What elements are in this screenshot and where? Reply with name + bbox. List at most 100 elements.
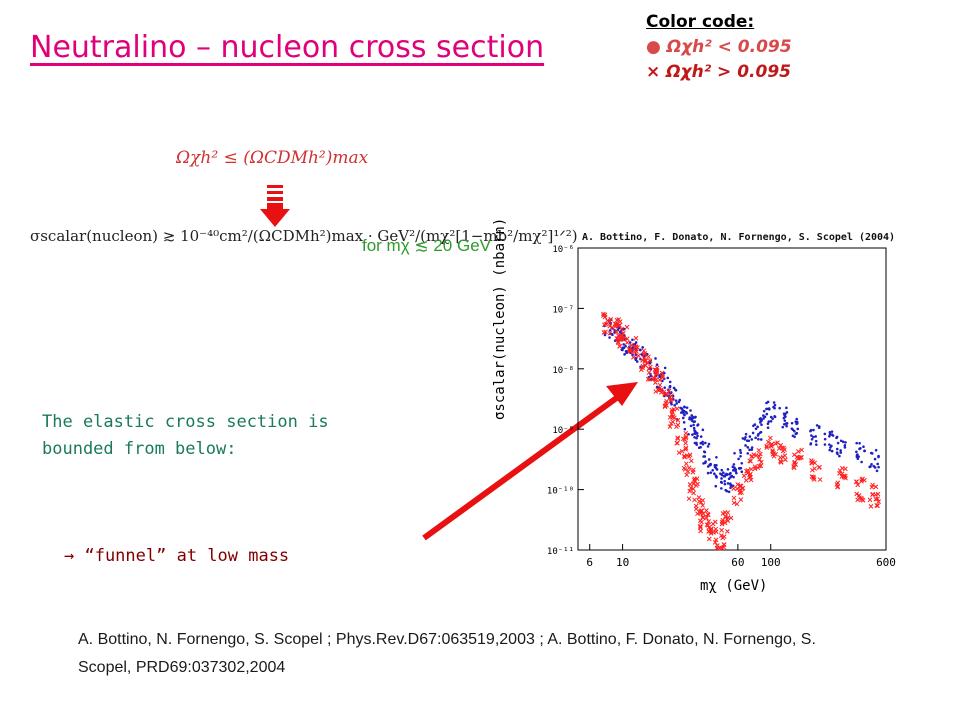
data-point-cross: [859, 478, 864, 484]
data-point-dot: [835, 435, 839, 439]
data-point-cross: [792, 459, 797, 465]
data-point-dot: [751, 431, 755, 435]
data-point-dot: [680, 407, 684, 410]
red-pointer-arrow: [422, 382, 638, 541]
data-point-cross: [810, 459, 816, 465]
data-point-cross: [640, 358, 645, 363]
data-point-dot: [772, 401, 776, 404]
data-point-dot: [841, 440, 845, 444]
data-point-cross: [698, 528, 703, 534]
data-point-dot: [655, 363, 659, 366]
data-point-dot: [855, 450, 858, 454]
data-point-cross: [692, 477, 697, 483]
data-point-dot: [730, 474, 734, 478]
data-point-cross: [855, 482, 861, 488]
data-point-dot: [693, 432, 696, 435]
data-point-cross: [744, 468, 749, 474]
data-point-dot: [662, 371, 666, 375]
data-point-dot: [682, 421, 686, 424]
data-point-dot: [858, 441, 861, 445]
data-point-dot: [727, 490, 731, 494]
data-point-dot: [809, 429, 812, 433]
data-point-dot: [839, 439, 843, 443]
data-point-cross: [642, 351, 648, 356]
data-point-dot: [739, 454, 742, 458]
data-point-dot: [723, 474, 727, 478]
data-point-dot: [828, 434, 831, 438]
data-point-dot: [759, 417, 763, 421]
data-point-dot: [681, 416, 685, 420]
data-point-cross: [636, 353, 641, 359]
data-point-dot: [769, 415, 773, 419]
data-point-dot: [713, 472, 716, 476]
data-point-dot: [695, 436, 698, 440]
data-point-dot: [631, 338, 634, 342]
data-point-cross: [791, 465, 797, 471]
data-point-dot: [766, 426, 770, 430]
data-point-dot: [689, 409, 692, 412]
data-point-cross: [683, 440, 688, 446]
data-point-cross: [764, 445, 770, 450]
data-point-cross: [756, 447, 762, 453]
data-point-dot: [875, 469, 879, 473]
data-point-cross: [740, 485, 746, 491]
data-point-dot: [732, 463, 736, 466]
data-point-dot: [876, 462, 879, 466]
data-point-cross: [653, 389, 659, 394]
data-point-cross: [667, 395, 673, 400]
data-point-cross: [627, 348, 632, 353]
data-point-dot: [814, 435, 817, 438]
data-point-dot: [720, 487, 723, 490]
data-point-cross: [676, 450, 682, 456]
data-point-dot: [663, 386, 667, 389]
data-point-dot: [836, 452, 839, 456]
data-point-cross: [666, 388, 672, 394]
data-point-dot: [870, 462, 873, 466]
data-point-cross: [631, 354, 636, 360]
data-point-dot: [836, 441, 840, 445]
data-point-cross: [653, 377, 659, 382]
data-point-dot: [823, 443, 827, 446]
y-tick-label: 10⁻⁹: [552, 426, 574, 436]
data-point-cross: [646, 370, 652, 375]
funnel-text: → “funnel” at low mass: [64, 546, 290, 566]
data-point-dot: [640, 353, 643, 356]
legend-title: Color code:: [646, 12, 755, 32]
data-point-dot: [685, 412, 689, 415]
data-point-cross: [792, 452, 797, 458]
x-tick-label: 600: [876, 556, 896, 569]
data-point-cross: [638, 367, 644, 373]
data-point-dot: [782, 423, 786, 426]
data-point-cross: [670, 419, 676, 425]
data-point-dot: [672, 386, 676, 390]
data-point-dot: [668, 384, 672, 388]
data-point-cross: [719, 527, 724, 533]
data-point-cross: [767, 435, 773, 441]
legend-item-dot: ● Ωχh² < 0.095: [646, 35, 792, 60]
data-point-cross: [834, 482, 840, 487]
data-point-dot: [738, 448, 742, 452]
data-point-cross: [687, 488, 693, 494]
data-point-cross: [812, 466, 818, 471]
data-point-dot: [623, 353, 626, 356]
data-point-dot: [839, 449, 842, 452]
data-point-dot: [810, 437, 814, 441]
data-point-cross: [653, 380, 658, 386]
data-point-cross: [853, 479, 859, 485]
data-point-cross: [614, 317, 620, 323]
data-point-dot: [621, 348, 624, 352]
data-point-dot: [812, 428, 815, 432]
data-point-dot: [754, 427, 758, 431]
data-point-dot: [785, 424, 788, 428]
data-point-dot: [738, 467, 741, 470]
data-point-dot: [765, 412, 769, 416]
data-point-cross: [720, 511, 726, 516]
data-point-dot: [696, 434, 699, 438]
data-point-dot: [862, 445, 865, 448]
data-point-dot: [844, 441, 847, 444]
data-point-dot: [814, 439, 818, 443]
data-point-dot: [624, 344, 627, 348]
data-point-cross: [876, 499, 881, 504]
data-point-cross: [617, 323, 623, 328]
data-point-dot: [759, 430, 763, 434]
